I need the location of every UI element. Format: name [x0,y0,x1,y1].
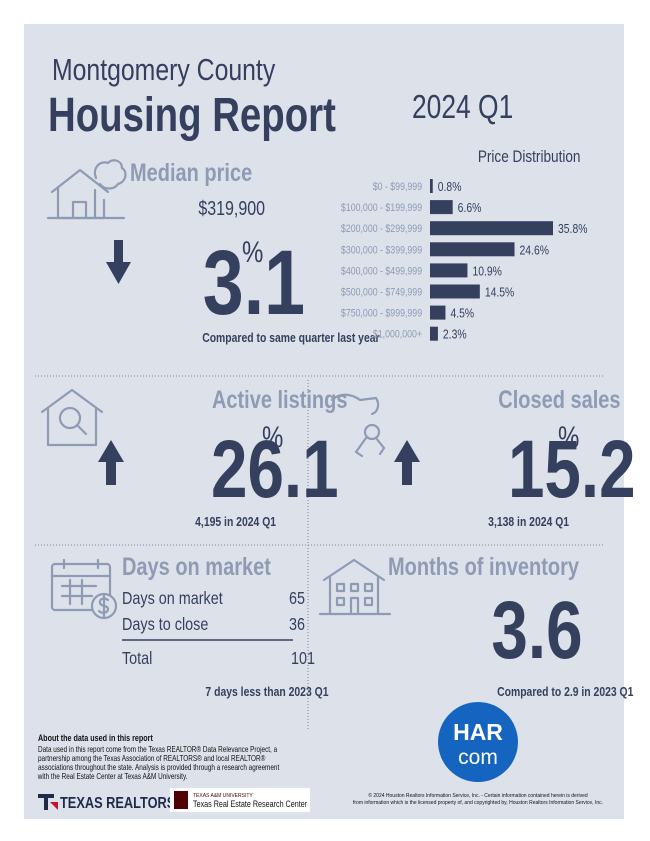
value-label: 4.5% [450,307,474,321]
dom-row-value: 65 [289,589,305,609]
building-icon [318,558,392,616]
category-label: $200,000 - $299,999 [341,223,423,235]
copyright: © 2024 Houston Realtors Information Serv… [353,792,603,806]
about-line: associations throughout the state. Analy… [38,762,279,772]
about-line: with the Real Estate Center at Texas A&M… [37,771,188,781]
category-label: $500,000 - $749,999 [341,287,423,299]
value-label: 6.6% [458,201,482,215]
bar [430,179,433,193]
price-distribution: $0 - $99,999 0.8% $100,000 - $199,999 6.6% $… [341,179,588,342]
moi-value: 3.6 [491,584,582,676]
value-label: 2.3% [443,328,467,342]
period: 2024 Q1 [412,89,513,125]
median-label: Median price [130,159,252,187]
county: Montgomery County [52,52,275,86]
value-label: 24.6% [520,243,550,257]
category-label: $750,000 - $999,999 [341,308,423,320]
keys-icon [330,393,386,458]
copyright-line: from information which is the licensed p… [353,800,603,806]
moi-note: Compared to 2.9 in 2023 Q1 [497,685,634,699]
bar [430,284,480,299]
category-label: $300,000 - $399,999 [341,244,423,256]
bar [430,221,553,236]
median-note: Compared to same quarter last year [202,331,380,345]
tamu-mark [174,791,188,809]
report-title: Housing Report [48,89,336,142]
category-label: $400,000 - $499,999 [341,266,423,278]
dom-total-label: Total [122,649,152,669]
house-icon [46,159,127,220]
dom-row-label: Days to close [122,615,208,635]
tamu-center: Texas Real Estate Research Center [193,799,307,809]
category-label: $1,000,000+ [373,329,422,341]
har-logo-text: HAR [453,719,503,745]
value-label: 0.8% [438,180,462,194]
moi-label: Months of inventory [388,553,579,581]
value-label: 35.8% [558,222,588,236]
median-change: 3.1 [203,231,305,334]
bar [430,242,515,257]
copyright-line: © 2024 Houston Realtors Information Serv… [368,792,588,799]
dom-note: 7 days less than 2023 Q1 [205,685,328,699]
active-label: Active listings [212,386,348,414]
value-label: 10.9% [472,264,502,278]
value-label: 14.5% [485,285,515,299]
bar [430,200,453,215]
search-house-icon [40,388,104,447]
active-change: 26.1 [211,423,339,515]
median-unit: % [242,234,263,268]
calendar-icon [50,558,118,620]
distribution-title: Price Distribution [478,148,581,167]
texas-realtors: TEXAS REALTORS [60,795,176,813]
up-arrow [98,440,124,485]
down-arrow [106,240,131,284]
active-unit: % [262,419,283,453]
tamu-university: TEXAS A&M UNIVERSITY [193,793,253,799]
closed-note: 3,138 in 2024 Q1 [488,515,569,529]
har-logo [438,702,518,782]
dom-row-value: 36 [289,615,305,635]
closed-label: Closed sales [498,386,620,414]
active-note: 4,195 in 2024 Q1 [195,515,276,529]
dom-label: Days on market [122,553,271,581]
about-title: About the data used in this report [38,733,153,743]
about-line: Data used in this report come from the T… [38,744,278,754]
panel [24,24,624,819]
median-price: $319,900 [198,197,265,219]
about-text: Data used in this report come from the T… [37,744,279,781]
bar [430,326,438,341]
dom-total-value: 101 [291,649,315,669]
closed-unit: % [558,419,579,453]
har-logo-text: com [458,746,498,769]
category-label: $0 - $99,999 [373,181,423,193]
bar [430,263,468,278]
closed-change: 15.2 [508,423,636,515]
texas-realtors-logo [38,794,58,810]
tamu-logo-box [170,788,310,812]
bar [430,305,446,320]
category-label: $100,000 - $199,999 [341,202,423,214]
up-arrow [394,440,420,485]
dom-row-label: Days on market [122,589,223,609]
about-line: partnership among the Texas Association … [38,753,266,763]
